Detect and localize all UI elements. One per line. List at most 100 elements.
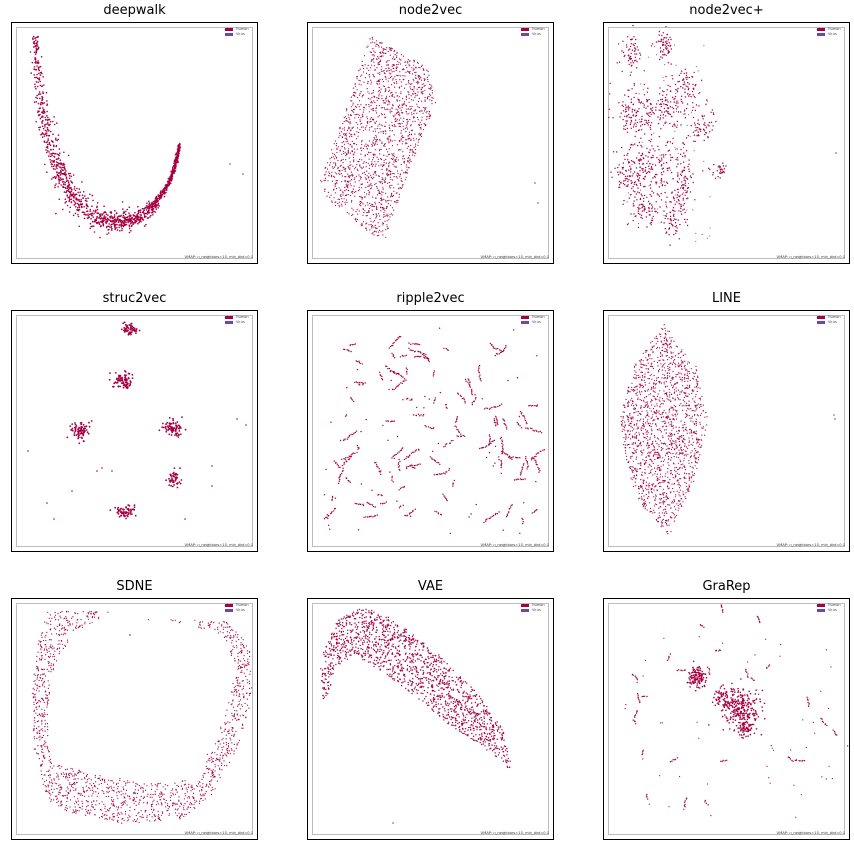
human-point	[634, 215, 636, 218]
human-point	[497, 423, 499, 425]
human-point	[125, 384, 128, 387]
human-point	[37, 48, 39, 50]
human-point	[172, 417, 174, 420]
human-point	[356, 218, 359, 220]
human-point	[375, 163, 377, 165]
human-point	[351, 453, 353, 455]
human-point	[341, 175, 343, 177]
human-point	[381, 98, 383, 100]
human-point	[662, 94, 664, 97]
human-point	[648, 208, 650, 210]
human-point	[122, 221, 124, 224]
human-point	[664, 53, 666, 55]
human-point	[367, 81, 369, 83]
human-point	[370, 151, 372, 154]
human-point	[338, 204, 340, 206]
human-point	[89, 222, 92, 225]
human-point	[374, 161, 376, 163]
human-point	[385, 61, 388, 63]
human-point	[344, 147, 346, 149]
human-point	[426, 118, 428, 120]
human-point	[645, 216, 647, 218]
human-point	[415, 66, 417, 68]
human-point	[638, 163, 640, 165]
human-point	[378, 57, 380, 59]
human-point	[505, 346, 507, 348]
human-point	[337, 198, 339, 200]
human-point	[633, 44, 635, 47]
human-point	[401, 143, 403, 145]
human-point	[503, 419, 505, 421]
human-point	[343, 127, 346, 129]
human-point	[643, 206, 646, 208]
human-point	[63, 181, 65, 183]
human-point	[178, 142, 181, 145]
human-point	[331, 511, 333, 513]
human-point	[331, 166, 333, 168]
human-point	[65, 170, 67, 172]
human-point	[400, 449, 403, 451]
human-point	[673, 218, 676, 220]
legend-swatch-human	[521, 28, 529, 31]
human-point	[445, 443, 447, 445]
human-point	[662, 44, 664, 47]
human-point	[384, 178, 386, 180]
legend-swatch-virus	[225, 321, 233, 324]
human-point	[522, 522, 524, 525]
human-point	[380, 210, 382, 212]
human-point	[374, 51, 376, 53]
human-point	[378, 93, 380, 95]
human-point	[412, 509, 414, 512]
human-point	[510, 504, 512, 507]
human-point	[103, 211, 105, 214]
human-point	[392, 115, 394, 117]
human-point	[627, 54, 629, 56]
human-point	[705, 132, 708, 134]
legend-swatch-human	[225, 28, 233, 31]
human-point	[415, 449, 417, 451]
human-point	[125, 223, 128, 226]
human-point	[495, 425, 497, 427]
legend-swatch-virus	[225, 33, 233, 36]
human-point	[360, 196, 362, 198]
human-point	[681, 70, 683, 72]
human-point	[406, 123, 409, 125]
human-point	[646, 98, 648, 101]
human-point	[622, 168, 624, 170]
human-point	[390, 84, 393, 86]
human-point	[122, 214, 125, 217]
human-point	[400, 59, 402, 61]
human-point	[640, 129, 643, 131]
human-point	[626, 106, 628, 108]
human-point	[49, 158, 51, 161]
legend-swatch-virus	[521, 33, 529, 36]
human-point	[114, 228, 116, 231]
human-point	[690, 112, 692, 114]
human-point	[624, 175, 627, 178]
human-point	[366, 212, 368, 214]
human-point	[502, 444, 504, 446]
human-point	[677, 111, 680, 113]
human-point	[709, 196, 711, 198]
human-point	[347, 114, 349, 116]
human-point	[129, 332, 132, 335]
human-point	[434, 102, 436, 104]
human-point	[41, 72, 43, 75]
human-point	[667, 62, 670, 64]
human-point	[427, 80, 429, 83]
human-point	[354, 195, 356, 197]
human-point	[684, 180, 687, 182]
human-point	[330, 194, 332, 196]
human-point	[53, 144, 55, 146]
human-point	[713, 163, 715, 166]
human-point	[427, 359, 430, 361]
human-point	[340, 164, 342, 166]
human-point	[123, 224, 126, 227]
human-point	[413, 467, 415, 469]
human-point	[536, 405, 538, 407]
human-point	[127, 333, 130, 336]
human-point	[410, 144, 412, 147]
human-point	[712, 174, 714, 176]
human-point	[692, 116, 695, 119]
human-point	[72, 193, 74, 196]
